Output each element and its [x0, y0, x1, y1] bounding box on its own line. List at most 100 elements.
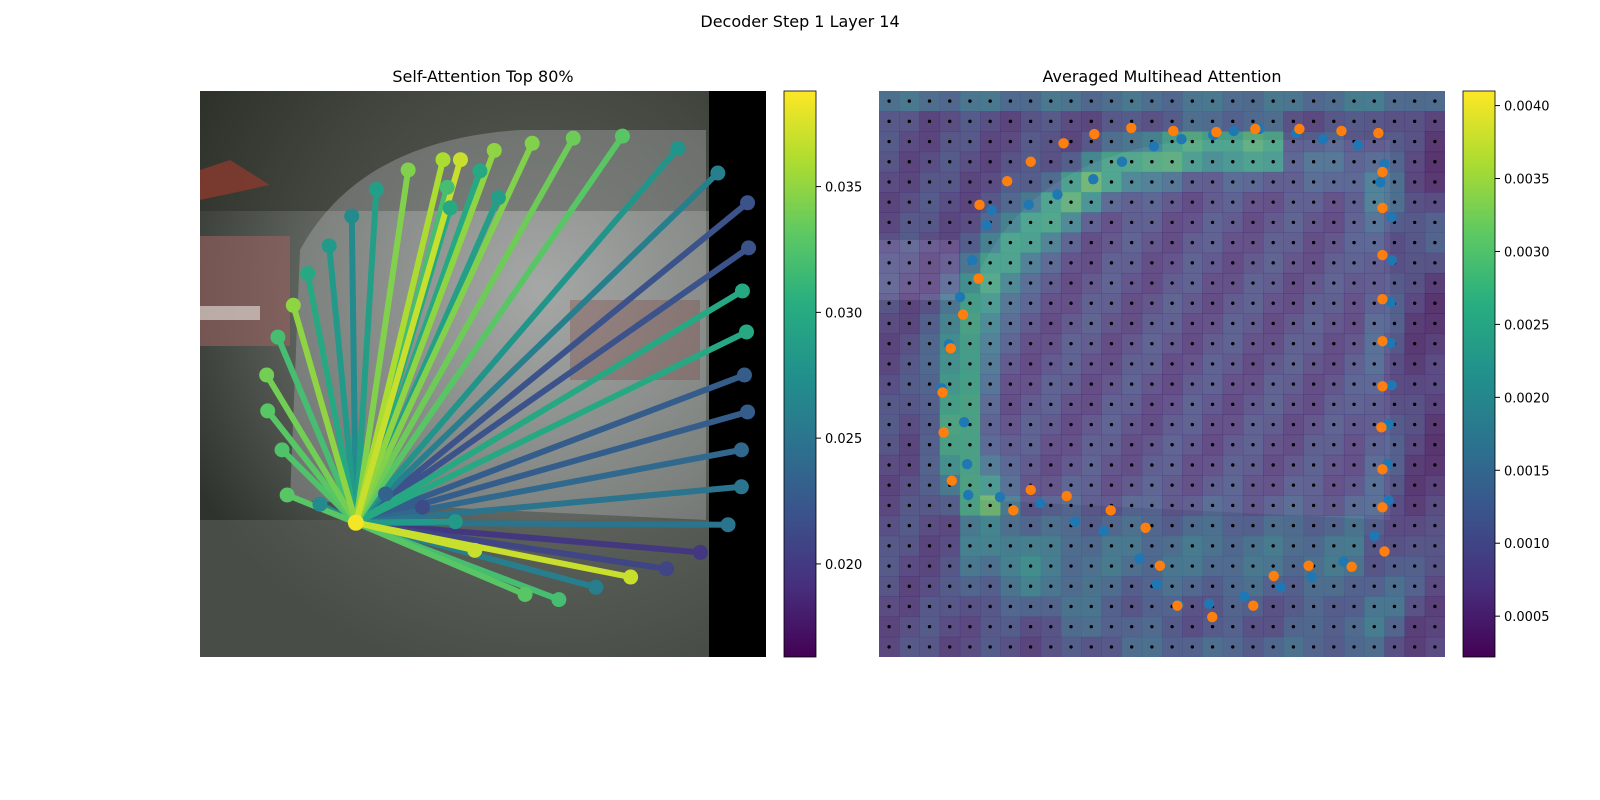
- grid-dot: [1352, 443, 1356, 447]
- grid-dot: [887, 443, 891, 447]
- grid-dot: [1311, 180, 1316, 184]
- grid-dot: [1311, 645, 1316, 649]
- grid-dot: [1028, 564, 1033, 568]
- grid-dot: [1392, 443, 1397, 447]
- grid-dot: [1412, 382, 1417, 386]
- grid-dot: [907, 544, 912, 548]
- grid-dot: [907, 422, 912, 427]
- colorbar-tick-label: 0.0030: [1504, 245, 1550, 260]
- orange-point: [1008, 505, 1019, 516]
- blue-point: [1369, 530, 1380, 542]
- grid-dot: [1049, 119, 1053, 124]
- orange-point: [1377, 166, 1388, 178]
- attention-line: [355, 519, 701, 556]
- grid-dot: [1049, 503, 1053, 508]
- grid-dot: [1433, 624, 1437, 629]
- grid-dot: [1251, 523, 1255, 528]
- grid-dot: [1210, 564, 1215, 568]
- attention-line: [348, 216, 359, 523]
- grid-dot: [1008, 523, 1013, 528]
- grid-dot: [907, 564, 912, 568]
- grid-dot: [1332, 341, 1336, 346]
- grid-dot: [1028, 362, 1033, 366]
- grid-dot: [1210, 463, 1215, 467]
- attention-point: [614, 128, 630, 144]
- grid-dot: [1150, 99, 1154, 103]
- grid-dot: [1251, 443, 1255, 447]
- grid-dot: [1352, 402, 1356, 407]
- grid-dot: [988, 544, 992, 548]
- grid-dot: [1089, 564, 1093, 568]
- grid-dot: [968, 604, 972, 609]
- colorbar-2-ticks: 0.0005 0.0010 0.0015 0.0020 0.0025 0.0030 0.00…: [1495, 100, 1550, 625]
- grid-dot: [1049, 99, 1053, 103]
- grid-dot: [1028, 382, 1033, 386]
- grid-dot: [1190, 321, 1195, 326]
- grid-dot: [1190, 220, 1195, 225]
- grid-dot: [887, 463, 891, 467]
- grid-dot: [1291, 503, 1296, 508]
- grid-dot: [988, 402, 992, 407]
- grid-dot: [1332, 119, 1336, 124]
- grid-dot: [1392, 544, 1397, 548]
- grid-dot: [1028, 544, 1033, 548]
- grid-dot: [1008, 402, 1013, 407]
- grid-dot: [1392, 402, 1397, 407]
- grid-dot: [1372, 584, 1376, 588]
- grid-dot: [1291, 240, 1296, 245]
- grid-dot: [1089, 261, 1093, 265]
- grid-dot: [1291, 261, 1296, 265]
- grid-dot: [1271, 544, 1275, 548]
- grid-dot: [1170, 503, 1174, 508]
- grid-dot: [948, 240, 952, 245]
- grid-dot: [1412, 544, 1417, 548]
- colorbar-tick-label: 0.0015: [1504, 464, 1550, 479]
- grid-dot: [1028, 301, 1033, 305]
- grid-dot: [1332, 645, 1336, 649]
- grid-dot: [1170, 362, 1174, 366]
- grid-dot: [948, 99, 952, 103]
- grid-dot: [1089, 139, 1093, 144]
- grid-dot: [1210, 422, 1215, 427]
- attention-point: [659, 561, 675, 577]
- attention-point: [739, 324, 755, 340]
- grid-dot: [1311, 301, 1316, 305]
- grid-dot: [968, 402, 972, 407]
- grid-dot: [1251, 564, 1255, 568]
- grid-dot: [1271, 645, 1275, 649]
- grid-dot: [1352, 483, 1356, 487]
- grid-dot: [1271, 160, 1275, 164]
- grid-dot: [988, 584, 992, 588]
- grid-dot: [1109, 160, 1114, 164]
- grid-dot: [1069, 180, 1073, 184]
- grid-dot: [1089, 523, 1093, 528]
- attention-heatmap: [879, 91, 1445, 657]
- grid-dot: [948, 624, 952, 629]
- grid-dot: [1412, 443, 1417, 447]
- grid-dot: [887, 483, 891, 487]
- grid-dot: [1271, 139, 1275, 144]
- grid-dot: [988, 463, 992, 467]
- blue-point: [994, 491, 1006, 503]
- orange-point: [1377, 381, 1388, 392]
- grid-dot: [1433, 160, 1437, 164]
- orange-point: [1377, 502, 1388, 513]
- colorbar-tick-label: 0.020: [825, 558, 862, 573]
- grid-dot: [1150, 240, 1154, 245]
- grid-dot: [1049, 544, 1053, 548]
- grid-dot: [1190, 139, 1195, 144]
- grid-dot: [1271, 281, 1275, 285]
- grid-dot: [927, 139, 932, 144]
- attention-line: [290, 304, 359, 524]
- grid-dot: [1129, 483, 1134, 487]
- grid-dot: [1089, 624, 1093, 629]
- grid-dot: [1210, 584, 1215, 588]
- grid-dot: [1311, 261, 1316, 265]
- grid-dot: [1433, 645, 1437, 649]
- colorbar-tick-label: 0.035: [825, 181, 862, 196]
- grid-dot: [1008, 200, 1013, 204]
- grid-dot: [1170, 443, 1174, 447]
- grid-dot: [927, 341, 932, 346]
- grid-dot: [1433, 321, 1437, 326]
- attention-point: [588, 579, 604, 595]
